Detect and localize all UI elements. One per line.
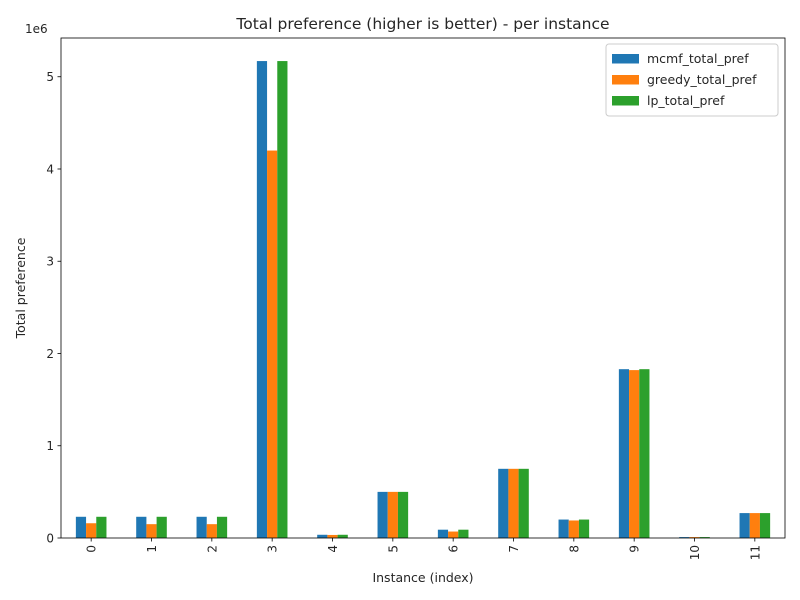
bar-lp_total_pref-3 (277, 61, 288, 538)
x-tick-label: 1 (145, 545, 159, 553)
x-tick-label: 8 (567, 545, 581, 553)
bar-greedy_total_pref-5 (387, 491, 398, 538)
x-tick-label: 11 (748, 545, 762, 560)
bar-mcmf_total_pref-10 (679, 537, 690, 538)
bar-mcmf_total_pref-4 (317, 534, 328, 538)
bar-lp_total_pref-0 (96, 516, 107, 538)
bar-greedy_total_pref-8 (568, 520, 579, 538)
legend: mcmf_total_pref greedy_total_pref lp_total… (605, 43, 779, 117)
bar-mcmf_total_pref-8 (558, 519, 569, 538)
bar-lp_total_pref-7 (518, 468, 529, 538)
bar-lp_total_pref-9 (639, 369, 650, 538)
bar-greedy_total_pref-6 (448, 531, 459, 538)
bar-lp_total_pref-10 (699, 537, 710, 538)
bar-mcmf_total_pref-9 (618, 369, 630, 538)
y-tick-label: 3 (46, 255, 54, 269)
bar-mcmf_total_pref-5 (377, 491, 388, 538)
legend-box (605, 43, 779, 117)
legend-label-greedy_total_pref: greedy_total_pref (647, 72, 757, 87)
x-axis-label: Instance (index) (372, 570, 473, 585)
x-tick-label: 5 (386, 545, 400, 553)
legend-swatch-mcmf_total_pref (612, 54, 639, 64)
bar-greedy_total_pref-1 (146, 524, 157, 538)
x-tick-label: 9 (628, 545, 642, 553)
x-tick-label: 6 (447, 545, 461, 553)
bar-greedy_total_pref-0 (86, 523, 97, 538)
bar-greedy_total_pref-10 (689, 537, 700, 538)
legend-swatch-lp_total_pref (612, 96, 639, 106)
legend-label-mcmf_total_pref: mcmf_total_pref (647, 51, 749, 66)
bar-mcmf_total_pref-0 (75, 516, 87, 538)
y-tick-label: 2 (46, 347, 54, 361)
bar-greedy_total_pref-11 (749, 513, 760, 538)
bar-lp_total_pref-8 (578, 519, 590, 538)
bars-layer (75, 61, 771, 538)
bar-mcmf_total_pref-7 (498, 468, 509, 538)
y-tick-label: 0 (46, 532, 54, 546)
legend-label-lp_total_pref: lp_total_pref (647, 93, 725, 108)
bar-greedy_total_pref-9 (629, 370, 640, 538)
x-tick-label: 3 (266, 545, 280, 553)
chart-title: Total preference (higher is better) - pe… (235, 15, 609, 33)
bar-lp_total_pref-4 (337, 534, 348, 538)
bar-lp_total_pref-11 (759, 513, 771, 538)
x-tick-label: 4 (326, 545, 340, 553)
bar-lp_total_pref-2 (216, 516, 228, 538)
bar-mcmf_total_pref-3 (256, 61, 268, 538)
bar-greedy_total_pref-7 (508, 468, 519, 538)
legend-swatch-greedy_total_pref (612, 75, 639, 85)
bar-lp_total_pref-5 (397, 491, 409, 538)
y-tick-label: 5 (46, 70, 54, 84)
bar-mcmf_total_pref-1 (136, 516, 147, 538)
x-axis: 0 1 2 3 4 5 6 7 8 9 10 11 (85, 538, 762, 560)
y-tick-label: 4 (46, 162, 54, 176)
bar-greedy_total_pref-3 (267, 150, 278, 538)
bar-mcmf_total_pref-11 (739, 513, 750, 538)
x-tick-label: 0 (85, 545, 99, 553)
x-tick-label: 2 (205, 545, 219, 553)
y-tick-label: 1 (46, 439, 54, 453)
bar-lp_total_pref-1 (156, 516, 167, 538)
y-axis-offset-text: 1e6 (25, 22, 48, 36)
bar-mcmf_total_pref-6 (437, 529, 449, 538)
x-tick-label: 7 (507, 545, 521, 553)
plot-frame (60, 37, 786, 539)
y-axis-label: Total preference (13, 237, 28, 339)
bar-greedy_total_pref-4 (327, 534, 338, 538)
bar-mcmf_total_pref-2 (196, 516, 207, 538)
y-axis: 0 1 2 3 4 5 (46, 70, 61, 546)
bar-lp_total_pref-6 (458, 529, 469, 538)
x-tick-label: 10 (688, 545, 702, 560)
bar-greedy_total_pref-2 (206, 524, 217, 538)
